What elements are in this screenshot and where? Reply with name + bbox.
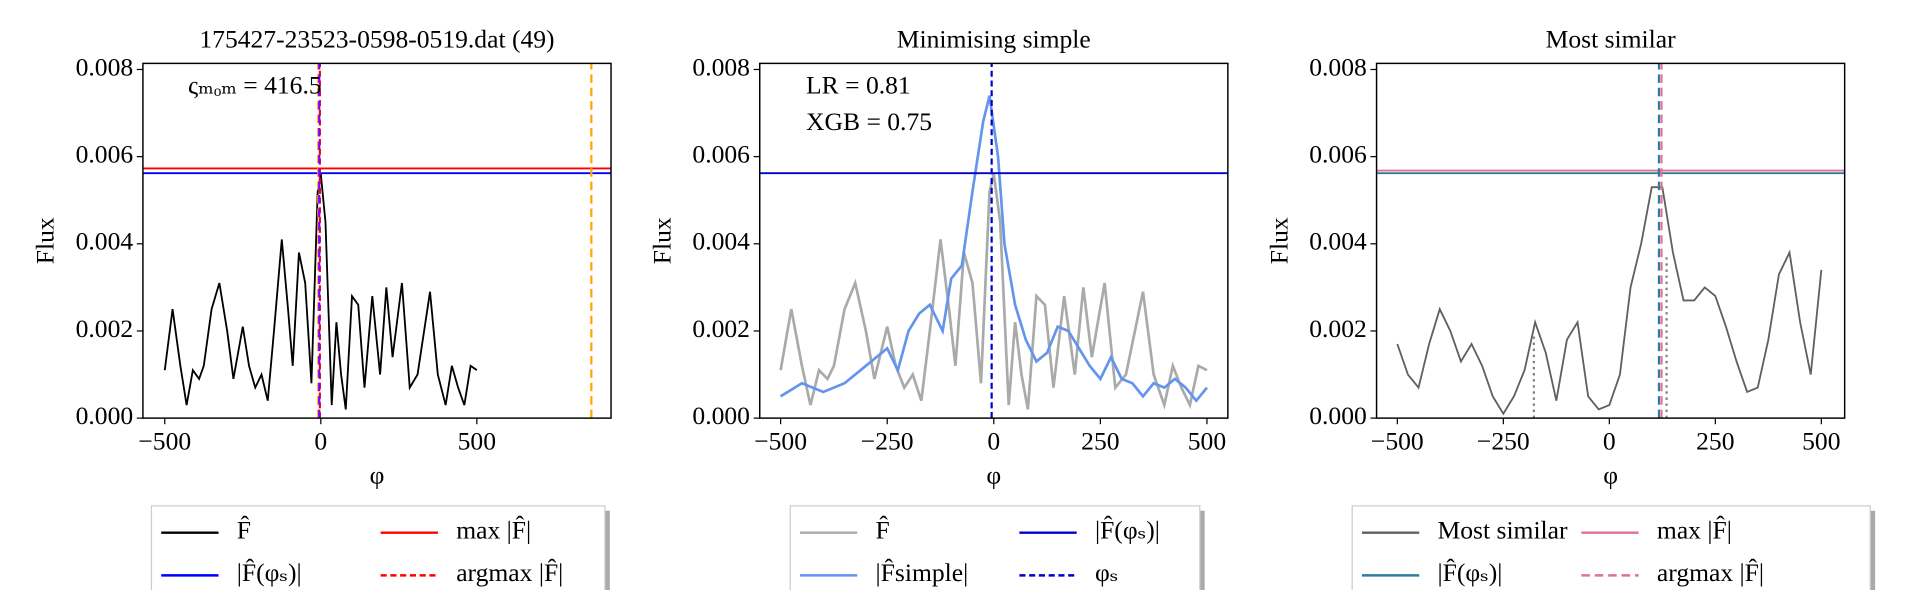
x-tick-label: 0 xyxy=(314,427,327,456)
series-line xyxy=(779,173,1208,410)
legend-box xyxy=(789,505,1201,590)
series-line xyxy=(779,95,1208,403)
legend-label: max |F̂| xyxy=(456,516,531,545)
x-tick-label: −500 xyxy=(754,427,807,456)
y-axis-label: Flux xyxy=(648,217,677,264)
chart-title: 175427-23523-0598-0519.dat (49) xyxy=(199,24,554,53)
x-axis-label: φ xyxy=(986,461,1001,490)
y-tick-label: 0.008 xyxy=(692,52,750,81)
legend-label: F̂ xyxy=(876,516,890,545)
legend-label: |F̂(φₛ)| xyxy=(237,558,302,587)
x-tick-label: −500 xyxy=(138,427,191,456)
legend-label: φₛ xyxy=(1095,558,1118,587)
x-tick-label: −500 xyxy=(1371,427,1424,456)
x-tick-label: 250 xyxy=(1081,427,1119,456)
y-axis-label: Flux xyxy=(1264,217,1293,264)
y-tick-label: 0.000 xyxy=(692,401,750,430)
chart-title: Minimising simple xyxy=(897,24,1091,53)
x-tick-label: 500 xyxy=(1188,427,1226,456)
legend-box xyxy=(150,505,606,590)
y-tick-label: 0.008 xyxy=(1309,52,1367,81)
legend-label: max |F̂| xyxy=(1657,516,1732,545)
annotation: XGB = 0.75 xyxy=(806,107,932,136)
y-tick-label: 0.004 xyxy=(692,227,750,256)
legend-label: |F̂(φₛ)| xyxy=(1095,516,1160,545)
y-tick-label: 0.008 xyxy=(76,52,134,81)
plot-area xyxy=(142,63,612,419)
x-axis-label: φ xyxy=(370,461,385,490)
plot-area xyxy=(759,63,1228,419)
annotation: LR = 0.81 xyxy=(806,71,911,100)
x-tick-label: −250 xyxy=(861,427,914,456)
y-tick-label: 0.002 xyxy=(1309,314,1367,343)
chart-title: Most similar xyxy=(1546,24,1677,53)
y-tick-label: 0.004 xyxy=(1309,227,1367,256)
legend-label: |F̂simple| xyxy=(876,558,969,587)
x-axis-label: φ xyxy=(1603,461,1618,490)
x-tick-label: 500 xyxy=(1802,427,1840,456)
y-tick-label: 0.006 xyxy=(692,140,750,169)
y-tick-label: 0.006 xyxy=(1309,140,1367,169)
x-tick-label: −250 xyxy=(1477,427,1530,456)
y-tick-label: 0.004 xyxy=(76,227,134,256)
y-axis-label: Flux xyxy=(31,217,60,264)
series-line xyxy=(1396,186,1823,416)
x-tick-label: 250 xyxy=(1696,427,1734,456)
legend-label: argmax |F̂| xyxy=(456,558,563,587)
y-tick-label: 0.002 xyxy=(76,314,134,343)
x-tick-label: 0 xyxy=(987,427,1000,456)
y-tick-label: 0.000 xyxy=(76,401,134,430)
axes-frame xyxy=(1375,62,1846,419)
y-tick-label: 0.002 xyxy=(692,314,750,343)
legend-label: argmax |F̂| xyxy=(1657,558,1764,587)
legend-label: |F̂(φₛ)| xyxy=(1438,558,1503,587)
y-tick-label: 0.000 xyxy=(1309,401,1367,430)
x-tick-label: 500 xyxy=(458,427,496,456)
x-tick-label: 0 xyxy=(1603,427,1616,456)
legend-box xyxy=(1351,505,1871,590)
y-tick-label: 0.006 xyxy=(76,140,134,169)
annotation: ςₘₒₘ = 416.5 xyxy=(188,71,322,100)
axes-frame xyxy=(142,62,612,419)
legend-label: F̂ xyxy=(237,516,251,545)
legend-label: Most similar xyxy=(1438,516,1569,545)
plot-area xyxy=(1376,63,1845,419)
